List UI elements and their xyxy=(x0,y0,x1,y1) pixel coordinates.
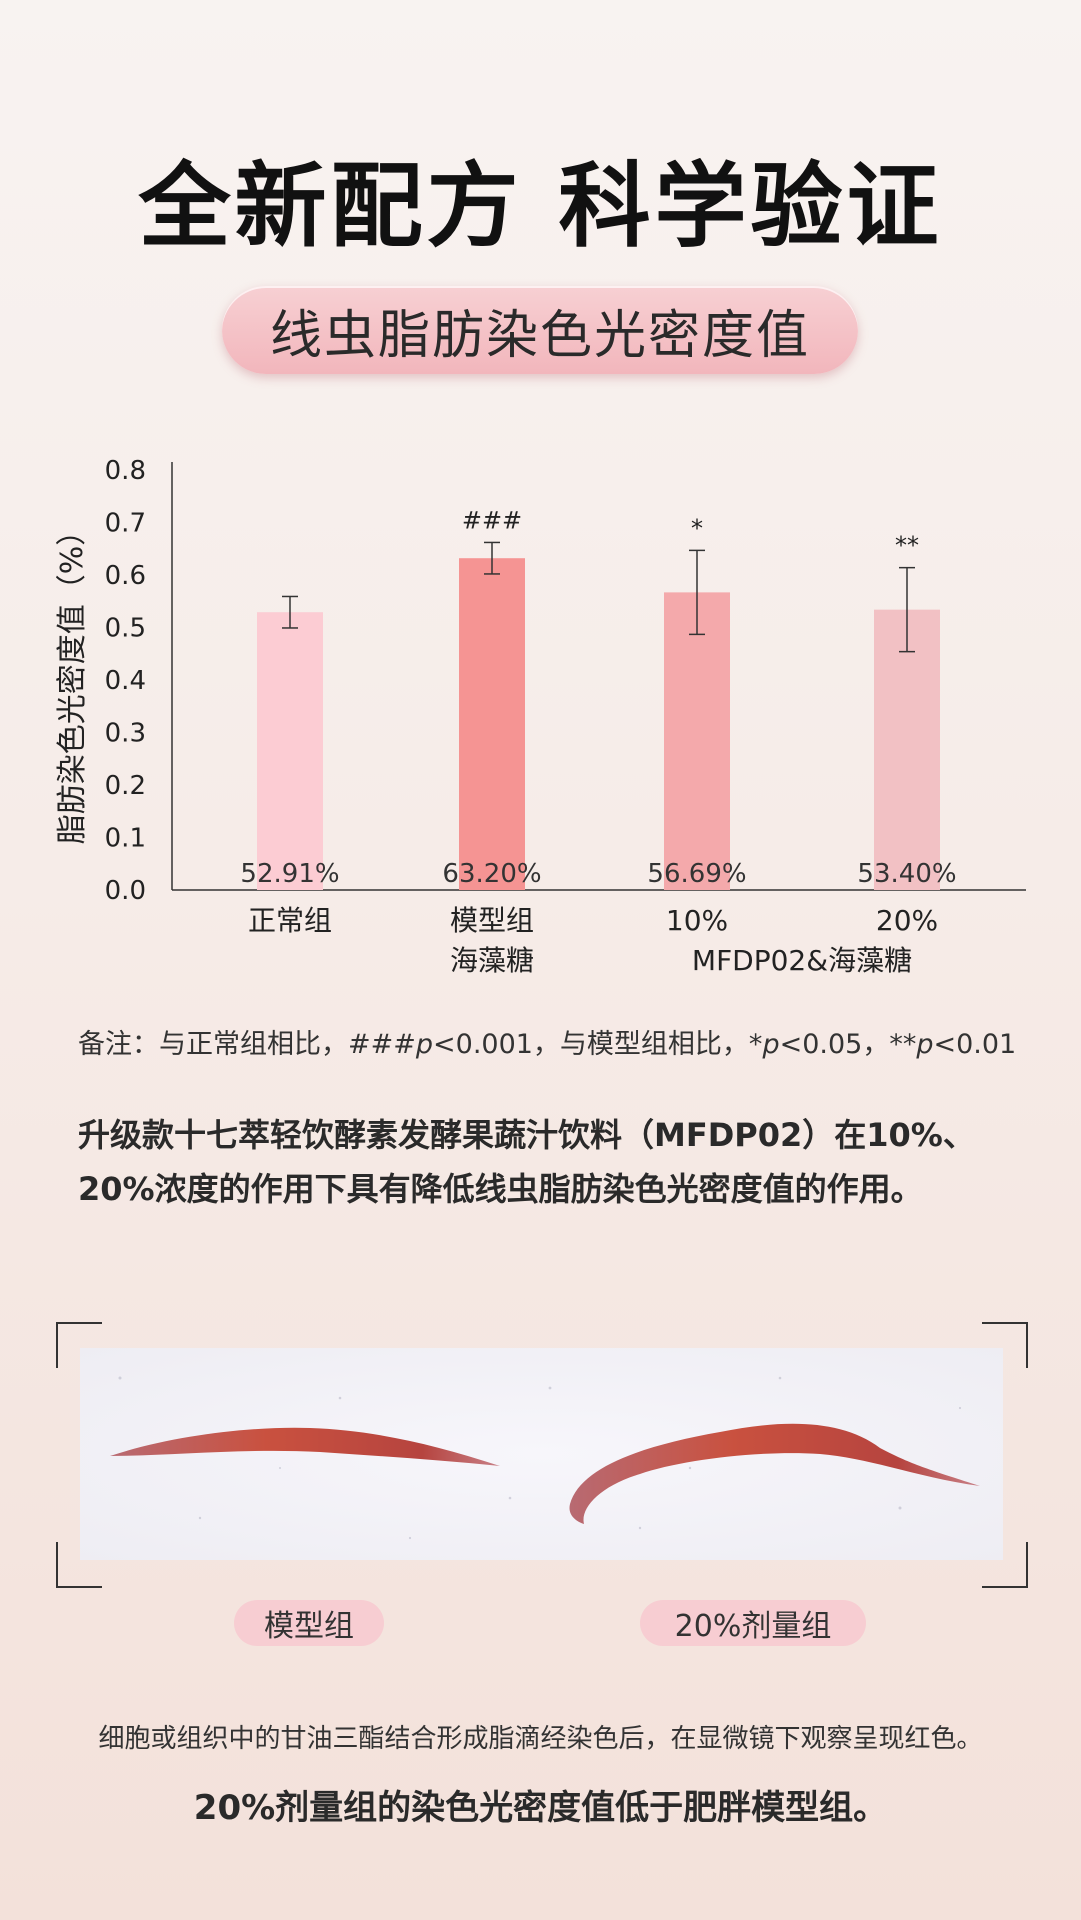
significance-marker: * xyxy=(691,514,703,542)
bar xyxy=(257,612,323,890)
image-label-right: 20%剂量组 xyxy=(640,1600,866,1646)
data-label: 52.91% xyxy=(240,859,339,889)
y-tick-label: 0.4 xyxy=(105,666,146,696)
y-tick-label: 0.2 xyxy=(105,771,146,801)
subtitle-badge: 线虫脂肪染色光密度值 xyxy=(222,286,858,374)
nematode-illustration xyxy=(110,1376,980,1540)
x-tick-label: 10% xyxy=(666,904,728,937)
bar xyxy=(459,558,525,890)
note-p: p xyxy=(415,1029,434,1060)
x-tick-label: 正常组 xyxy=(248,904,332,937)
y-tick-label: 0.6 xyxy=(105,561,146,591)
data-label: 56.69% xyxy=(647,859,746,889)
x-tick-label: 模型组 xyxy=(450,904,534,937)
frame-corner xyxy=(56,1542,102,1588)
subtitle-text: 线虫脂肪染色光密度值 xyxy=(269,305,810,366)
footnote: 备注：与正常组相比，###p<0.001，与模型组相比，*p<0.05，**p<… xyxy=(78,1022,1016,1061)
y-tick-label: 0.1 xyxy=(105,824,146,854)
y-tick-label: 0.8 xyxy=(105,456,146,486)
y-tick-label: 0.3 xyxy=(105,719,146,749)
bar-chart: 0.0 0.1 0.2 0.3 0.4 0.5 0.6 0.7 0.8 脂肪染色光密度值（%） 52… xyxy=(55,456,1026,977)
note-text: <0.01 xyxy=(933,1029,1017,1060)
image-label-left: 模型组 xyxy=(234,1600,384,1646)
tag-text: 20%剂量组 xyxy=(674,1609,832,1644)
note-p: p xyxy=(916,1029,934,1060)
page-title: 全新配方 科学验证 xyxy=(138,153,943,260)
data-label: 53.40% xyxy=(857,859,956,889)
bar xyxy=(874,609,940,890)
frame-corner xyxy=(982,1542,1028,1588)
frame-corner xyxy=(982,1322,1028,1368)
x-group-label: MFDP02&海藻糖 xyxy=(692,944,912,977)
microscope-image xyxy=(80,1348,1003,1560)
x-group-label: 海藻糖 xyxy=(450,944,534,977)
description: 升级款十七萃轻饮酵素发酵果蔬汁饮料（MFDP02）在10%、20%浓度的作用下具… xyxy=(78,1116,975,1208)
y-axis-label: 脂肪染色光密度值（%） xyxy=(55,516,90,845)
bar xyxy=(664,592,730,890)
footer-note: 细胞或组织中的甘油三酯结合形成脂滴经染色后，在显微镜下观察呈现红色。 xyxy=(98,1724,983,1754)
data-label: 63.20% xyxy=(442,859,541,889)
note-p: p xyxy=(762,1029,780,1060)
note-text: 备注：与正常组相比，### xyxy=(78,1029,416,1060)
y-tick-label: 0.5 xyxy=(105,614,146,644)
note-text: <0.05，** xyxy=(779,1029,917,1060)
significance-marker: ** xyxy=(895,532,919,560)
y-tick-label: 0.7 xyxy=(105,509,146,539)
footer-conclusion: 20%剂量组的染色光密度值低于肥胖模型组。 xyxy=(193,1788,888,1828)
frame-corner xyxy=(56,1322,102,1368)
note-text: <0.001，与模型组相比，* xyxy=(433,1029,763,1060)
significance-marker: ### xyxy=(462,506,522,534)
tag-text: 模型组 xyxy=(264,1609,354,1644)
y-tick-label: 0.0 xyxy=(105,876,146,906)
x-tick-label: 20% xyxy=(876,904,938,937)
